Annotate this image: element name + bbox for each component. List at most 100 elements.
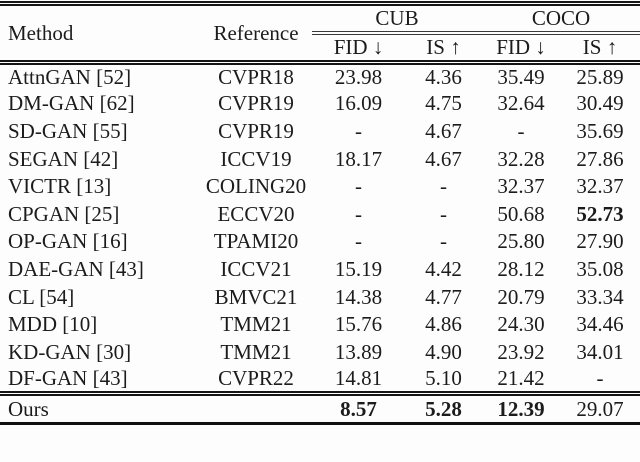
cell-coco-fid: 50.68	[497, 201, 545, 226]
cell-cub-fid: -	[355, 174, 362, 199]
cell-cub-is: 4.67	[425, 118, 462, 143]
cell-reference: TPAMI20	[213, 229, 299, 254]
cell-cub-fid: -	[355, 118, 362, 143]
cell-method: CPGAN [25]	[8, 201, 120, 226]
cell-coco-is: 34.01	[576, 339, 624, 364]
cell-coco-fid: 32.28	[497, 146, 545, 171]
cell-cub-fid: 15.19	[334, 256, 383, 281]
cell-method: VICTR [13]	[8, 174, 112, 199]
cell-cub-fid: -	[355, 229, 362, 254]
cell-cub-fid: -	[355, 201, 362, 226]
cell-cub-fid: 23.98	[334, 65, 383, 90]
cell-coco-is: 35.08	[576, 256, 624, 281]
cell-coco-fid: -	[517, 118, 525, 143]
cell-coco-is: 32.37	[576, 174, 624, 199]
cell-method: MDD [10]	[8, 312, 98, 337]
cell-method: KD-GAN [30]	[8, 339, 132, 364]
table-row: MDD [10] TMM21 15.76 4.86 24.30 34.46	[0, 311, 640, 339]
cell-coco-fid: 20.79	[497, 284, 545, 309]
table-row: CPGAN [25] ECCV20 - - 50.68 52.73	[0, 200, 640, 228]
cell-coco-fid: 32.37	[497, 174, 545, 199]
cell-coco-is: 30.49	[576, 91, 624, 116]
cell-reference: ICCV21	[220, 256, 292, 281]
cell-method: CL [54]	[8, 284, 75, 309]
column-header-coco-is: IS ↑	[560, 33, 640, 65]
table-row: AttnGAN [52] CVPR18 23.98 4.36 35.49 25.…	[0, 63, 640, 91]
cell-coco-fid: 23.92	[497, 339, 545, 364]
cell-coco-is: 33.34	[576, 284, 624, 309]
cell-reference: CVPR19	[218, 91, 294, 116]
header-group-row: Method Reference CUB COCO	[0, 1, 640, 65]
column-header-cub-is: IS ↑	[405, 33, 482, 65]
column-header-cub-fid: FID ↓	[312, 33, 405, 65]
cell-method: AttnGAN [52]	[8, 65, 132, 90]
cell-coco-fid: 12.39	[482, 393, 560, 426]
cell-coco-is: 52.73	[576, 201, 624, 226]
cell-method: SD-GAN [55]	[8, 118, 128, 143]
table-row: DM-GAN [62] CVPR19 16.09 4.75 32.64 30.4…	[0, 90, 640, 118]
cell-coco-is: 25.89	[576, 65, 624, 90]
cell-coco-fid: 35.49	[497, 65, 545, 90]
cell-method: DAE-GAN [43]	[8, 256, 144, 281]
cell-cub-fid: 16.09	[334, 91, 383, 116]
cell-cub-is: 5.28	[405, 393, 482, 426]
cell-cub-fid: 18.17	[334, 146, 383, 171]
table-row-ours: Ours 8.57 5.28 12.39 29.07	[0, 393, 640, 426]
header-sub-row: FID ↓ IS ↑ FID ↓ IS ↑	[0, 33, 640, 65]
cell-reference: ICCV19	[220, 146, 292, 171]
cell-cub-is: 5.10	[405, 366, 482, 397]
cell-reference: BMVC21	[214, 284, 298, 309]
cell-method: OP-GAN [16]	[8, 229, 128, 254]
cell-reference: TMM21	[220, 339, 292, 364]
cell-cub-is: 4.36	[425, 65, 462, 90]
table-row: OP-GAN [16] TPAMI20 - - 25.80 27.90	[0, 228, 640, 256]
table-row: CL [54] BMVC21 14.38 4.77 20.79 33.34	[0, 283, 640, 311]
cell-reference: TMM21	[220, 312, 292, 337]
cell-cub-is: 4.67	[425, 146, 462, 171]
cell-reference	[200, 393, 312, 426]
cell-coco-is: 27.86	[576, 146, 624, 171]
table-row: VICTR [13] COLING20 - - 32.37 32.37	[0, 173, 640, 201]
column-header-coco-fid: FID ↓	[482, 33, 560, 65]
cell-coco-is: -	[560, 366, 640, 397]
cell-cub-is: 4.75	[425, 91, 462, 116]
cell-reference: CVPR18	[218, 65, 294, 90]
cell-coco-is: 27.90	[576, 229, 624, 254]
cell-cub-is: 4.77	[425, 284, 462, 309]
cell-method: DM-GAN [62]	[8, 91, 135, 116]
table-row: DAE-GAN [43] ICCV21 15.19 4.42 28.12 35.…	[0, 256, 640, 284]
cell-coco-fid: 32.64	[497, 91, 545, 116]
cell-cub-is: -	[440, 174, 447, 199]
cell-cub-fid: 14.38	[334, 284, 383, 309]
table-row: DF-GAN [43] CVPR22 14.81 5.10 21.42 -	[0, 366, 640, 397]
cell-reference: ECCV20	[217, 201, 295, 226]
cell-coco-is: 29.07	[560, 393, 640, 426]
cell-cub-is: 4.90	[425, 339, 462, 364]
table-row: SEGAN [42] ICCV19 18.17 4.67 32.28 27.86	[0, 145, 640, 173]
cell-reference: CVPR19	[218, 118, 294, 143]
cell-method: Ours	[0, 393, 200, 426]
table-row: KD-GAN [30] TMM21 13.89 4.90 23.92 34.01	[0, 338, 640, 366]
cell-coco-fid: 28.12	[497, 256, 545, 281]
cell-cub-fid: 14.81	[312, 366, 405, 397]
column-header-reference: Reference	[200, 1, 312, 65]
cell-reference: COLING20	[205, 174, 307, 199]
cell-cub-is: -	[440, 201, 447, 226]
cell-coco-is: 35.69	[576, 118, 624, 143]
cell-reference: CVPR22	[200, 366, 312, 397]
cell-cub-fid: 15.76	[334, 312, 383, 337]
cell-cub-is: -	[440, 229, 447, 254]
cell-method: DF-GAN [43]	[0, 366, 200, 397]
cell-cub-is: 4.86	[425, 312, 462, 337]
column-group-cub: CUB	[312, 1, 482, 35]
cell-cub-fid: 13.89	[334, 339, 383, 364]
cell-coco-fid: 25.80	[497, 229, 545, 254]
cell-coco-is: 34.46	[576, 312, 624, 337]
table-row: SD-GAN [55] CVPR19 - 4.67 - 35.69	[0, 118, 640, 146]
cell-cub-fid: 8.57	[312, 393, 405, 426]
cell-coco-fid: 21.42	[482, 366, 560, 397]
cell-method: SEGAN [42]	[8, 146, 119, 171]
cell-coco-fid: 24.30	[497, 312, 545, 337]
cell-cub-is: 4.42	[425, 256, 462, 281]
column-group-coco: COCO	[482, 1, 640, 35]
